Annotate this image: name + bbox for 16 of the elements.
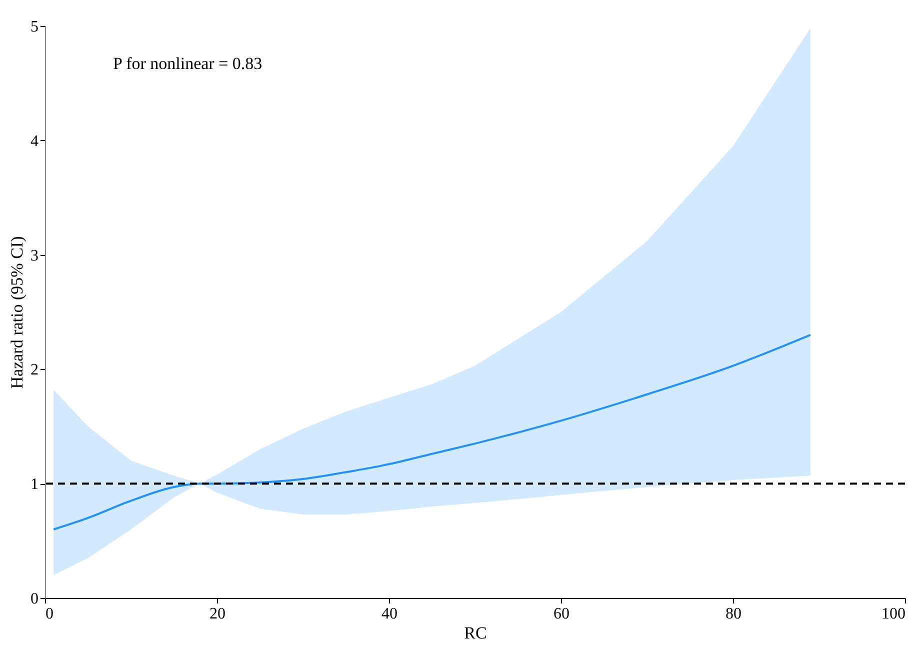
x-tick-label: 100 [882, 606, 906, 622]
y-axis-title: Hazard ratio (95% CI) [8, 236, 26, 389]
x-tick-label: 20 [210, 606, 226, 622]
x-tick-label: 40 [382, 606, 398, 622]
x-axis-title: RC [464, 624, 487, 642]
y-tick-label: 2 [30, 362, 38, 379]
x-tick-label: 0 [46, 606, 54, 622]
y-tick-label: 4 [30, 132, 38, 150]
line-series [52, 334, 812, 530]
y-tick-label: 5 [30, 18, 38, 36]
y-tick-label: 1 [30, 476, 38, 494]
annotation: P for nonlinear = 0.83 [113, 54, 262, 73]
x-tick-label: 80 [726, 606, 742, 622]
y-tick-label: 0 [30, 590, 38, 608]
y-tick-label: 3 [30, 247, 38, 264]
x-tick-label: 60 [554, 606, 570, 622]
